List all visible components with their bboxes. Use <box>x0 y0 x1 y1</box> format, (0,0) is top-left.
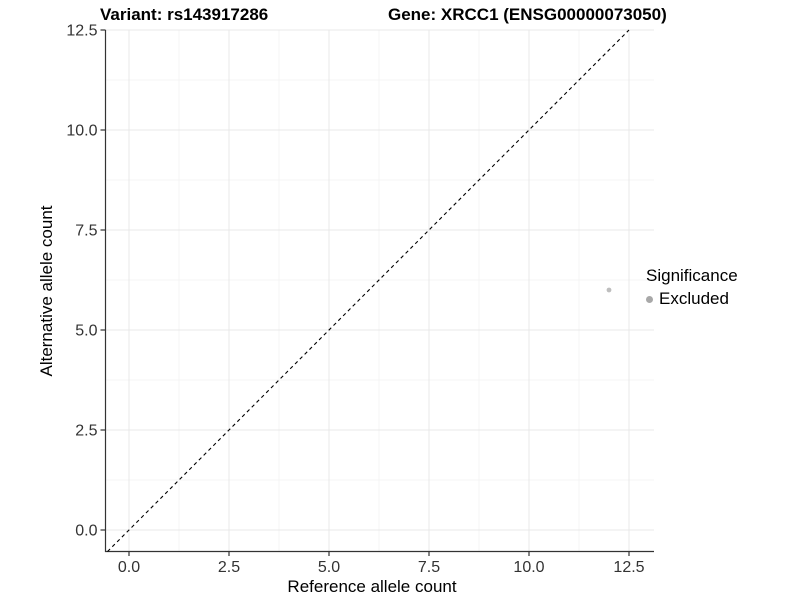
y-tick-label: 0.0 <box>75 523 97 540</box>
y-tick-label: 5.0 <box>75 323 97 340</box>
legend: Significance Excluded <box>646 266 738 309</box>
y-tick-label: 12.5 <box>66 23 97 40</box>
data-point <box>606 287 612 293</box>
y-tick-label: 7.5 <box>75 223 97 240</box>
x-tick-label: 5.0 <box>318 559 340 576</box>
legend-entry-excluded: Excluded <box>646 289 738 309</box>
legend-entry-label: Excluded <box>659 289 729 308</box>
x-tick-label: 12.5 <box>613 559 644 576</box>
y-tick-label: 2.5 <box>75 423 97 440</box>
identity-dashed-line <box>107 29 630 552</box>
plot-title-variant: Variant: rs143917286 <box>100 5 269 24</box>
x-tick-label: 0.0 <box>118 559 140 576</box>
y-tick-label: 10.0 <box>66 123 97 140</box>
x-tick-label: 7.5 <box>418 559 440 576</box>
x-axis-title: Reference allele count <box>287 577 457 596</box>
x-tick-label: 2.5 <box>218 559 240 576</box>
x-tick-label: 10.0 <box>513 559 544 576</box>
legend-point-icon <box>646 295 653 303</box>
plot-title-gene: Gene: XRCC1 (ENSG00000073050) <box>388 5 667 24</box>
legend-title: Significance <box>646 266 738 285</box>
